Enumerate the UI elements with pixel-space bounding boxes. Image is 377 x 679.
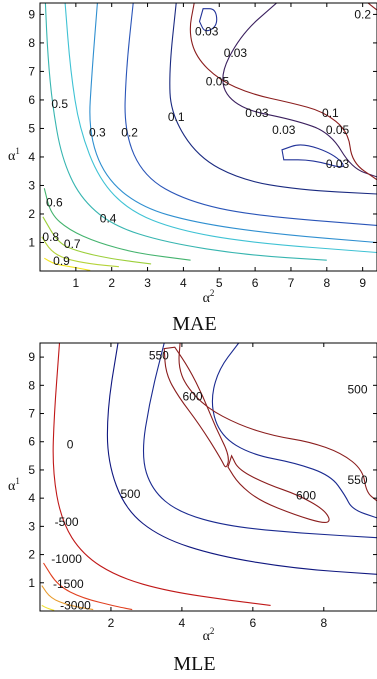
mle-xtick-label-0: 2 [108, 616, 115, 630]
mle-contour-line-1 [41, 585, 94, 611]
mle-ytick-label-2: 3 [28, 519, 35, 533]
mae-contour-label-13: 0.6 [46, 196, 63, 210]
mle-ytick-label-3: 4 [28, 491, 35, 505]
mae-contour-line-5 [64, 3, 377, 254]
mae-contour-label-10: 0.03 [272, 123, 296, 137]
mle-contour-label-0: 550 [149, 349, 169, 363]
mae-contours [41, 3, 377, 271]
mae-xtick-label-4: 5 [216, 276, 223, 290]
mle-contour-line-3 [52, 343, 271, 606]
mae-contour-line-12 [281, 144, 344, 168]
mle-contour-line-4 [106, 343, 377, 575]
mle-xlabel: α2 [203, 626, 215, 644]
mae-ylabel: α1 [8, 146, 20, 164]
mle-contour-label-5: 500 [120, 487, 140, 501]
mae-contour-line-6 [89, 3, 377, 244]
mle-contour-line-9 [227, 454, 330, 523]
mle-ytick-label-5: 6 [28, 435, 35, 449]
mae-ytick-label-6: 7 [28, 64, 35, 78]
mae-contour-line-11 [198, 8, 218, 32]
mae-contour-line-2 [42, 216, 152, 265]
mle-contour-line-5 [142, 343, 377, 539]
mae-ytick-label-3: 4 [28, 150, 35, 164]
mae-contour-line-7 [124, 3, 377, 226]
mae-contour-label-16: 0.7 [64, 237, 81, 251]
mae-contour-label-2: 0.03 [224, 46, 248, 60]
mle-axes-frame [39, 342, 377, 612]
mae-contour-label-6: 0.5 [51, 97, 68, 111]
mle-ytick-label-4: 5 [28, 463, 35, 477]
mle-title: MLE [173, 653, 215, 675]
mae-contour-label-4: 0.03 [245, 106, 269, 120]
mae-contour-line-4 [44, 3, 327, 261]
mle-contour-label-2: 600 [183, 390, 203, 404]
mle-contour-line-0 [41, 604, 55, 611]
mle-contour-line-8 [163, 346, 229, 468]
mae-axes-frame [39, 2, 377, 272]
mae-contour-line-13 [367, 3, 377, 11]
mle-xtick-label-2: 6 [249, 616, 256, 630]
mae-contour-line-1 [41, 236, 119, 268]
mae-contour-line-9 [222, 3, 377, 178]
mae-contour-label-8: 0.3 [89, 126, 106, 140]
mae-contour-label-9: 0.2 [121, 126, 138, 140]
mae-ytick-label-5: 6 [28, 93, 35, 107]
mle-ytick-label-6: 7 [28, 407, 35, 421]
mae-title: MAE [172, 313, 216, 335]
mae-contour-label-14: 0.4 [100, 211, 117, 225]
mae-contour-line-3 [43, 188, 191, 261]
mae-contour-line-0 [44, 257, 91, 271]
mle-contour-line-6 [211, 343, 377, 519]
mae-contour-line-10 [189, 3, 377, 181]
mle-ytick-label-0: 1 [28, 576, 35, 590]
mae-contour-label-3: 0.05 [206, 74, 230, 88]
mae-contour-label-11: 0.05 [326, 123, 350, 137]
mae-contour-label-7: 0.1 [168, 110, 185, 124]
mle-contour-label-3: 0 [67, 438, 74, 452]
mae-xtick-label-7: 8 [323, 276, 330, 290]
mae-ytick-label-1: 2 [28, 207, 35, 221]
mae-xtick-label-8: 9 [359, 276, 366, 290]
mle-xtick-label-3: 8 [320, 616, 327, 630]
mae-xlabel: α2 [203, 288, 215, 306]
mae-contour-label-0: 0.2 [354, 7, 371, 21]
mle-ytick-label-7: 8 [28, 378, 35, 392]
mle-xtick-label-1: 4 [179, 616, 186, 630]
mle-ytick-label-8: 9 [28, 350, 35, 364]
mae-ytick-label-7: 8 [28, 36, 35, 50]
mle-contour-line-7 [178, 343, 377, 502]
mle-contour-label-7: -500 [55, 515, 79, 529]
mae-contour-label-15: 0.8 [42, 230, 59, 244]
mae-ytick-label-2: 3 [28, 178, 35, 192]
mae-contour-label-5: 0.1 [322, 106, 339, 120]
mle-plot: 2 4 6 8 1 2 3 4 5 6 7 8 9 550 500 600 0 550 500 600 -500 -100… [8, 342, 377, 675]
mae-xtick-label-3: 4 [180, 276, 187, 290]
mae-ytick-label-0: 1 [28, 235, 35, 249]
mle-contour-label-10: -3000 [60, 598, 91, 612]
mae-xtick-label-6: 7 [288, 276, 295, 290]
mle-contour-label-6: 600 [296, 488, 316, 502]
mle-contour-label-8: -1000 [51, 552, 82, 566]
mae-contour-line-8 [169, 3, 377, 195]
mle-contour-line-2 [43, 562, 133, 611]
mae-xtick-label-5: 6 [252, 276, 259, 290]
mle-ytick-label-1: 2 [28, 548, 35, 562]
mae-ytick-label-4: 5 [28, 121, 35, 135]
mae-ytick-label-8: 9 [28, 7, 35, 21]
mle-contour-label-4: 550 [347, 473, 367, 487]
mae-contour-label-1: 0.03 [195, 25, 219, 39]
mae-contour-label-12: 0.03 [326, 157, 350, 171]
mle-contour-label-9: -1500 [53, 577, 84, 591]
mae-xtick-label-2: 3 [144, 276, 151, 290]
mae-xtick-label-0: 1 [73, 276, 80, 290]
mle-contour-label-1: 500 [347, 383, 367, 397]
mae-xtick-label-1: 2 [108, 276, 115, 290]
mle-ylabel: α1 [8, 476, 20, 494]
mle-contours [41, 343, 377, 611]
mae-contour-label-17: 0.9 [53, 254, 70, 268]
